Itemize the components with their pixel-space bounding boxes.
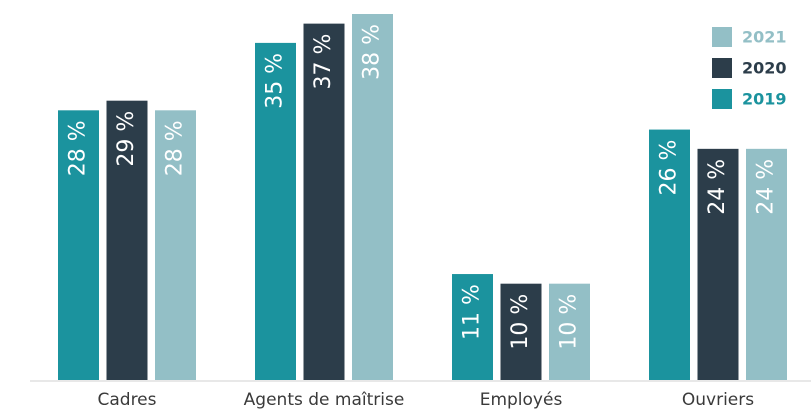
data-label: 28 % [163, 120, 188, 176]
data-label: 28 % [66, 120, 91, 176]
data-label: 37 % [311, 34, 336, 90]
bar [255, 42, 296, 380]
bar [549, 283, 590, 380]
bar [352, 14, 393, 380]
data-label: 26 % [657, 140, 682, 196]
bar [500, 283, 542, 380]
data-label: 24 % [754, 159, 779, 215]
data-label: 24 % [705, 159, 730, 215]
data-label: 38 % [360, 24, 385, 80]
data-label: 35 % [263, 53, 288, 109]
bar [649, 129, 690, 380]
legend-label: 2021 [742, 28, 787, 47]
legend-label: 2019 [742, 90, 787, 109]
bar [452, 274, 493, 380]
bar [303, 23, 345, 380]
legend-label: 2020 [742, 59, 787, 78]
legend-swatch [712, 58, 732, 78]
data-label: 10 % [508, 294, 533, 350]
data-label: 29 % [114, 111, 139, 167]
legend-swatch [712, 27, 732, 47]
data-label: 10 % [557, 294, 582, 350]
x-tick-label: Cadres [97, 390, 156, 410]
data-label: 11 % [460, 284, 485, 340]
bar [58, 110, 99, 380]
x-tick-label: Ouvriers [682, 390, 754, 410]
x-tick-label: Agents de maîtrise [244, 390, 405, 410]
bar [155, 110, 196, 380]
bar [106, 100, 148, 381]
bar [697, 148, 739, 380]
bar [746, 148, 787, 380]
x-tick-label: Employés [480, 390, 563, 410]
legend-swatch [712, 89, 732, 109]
